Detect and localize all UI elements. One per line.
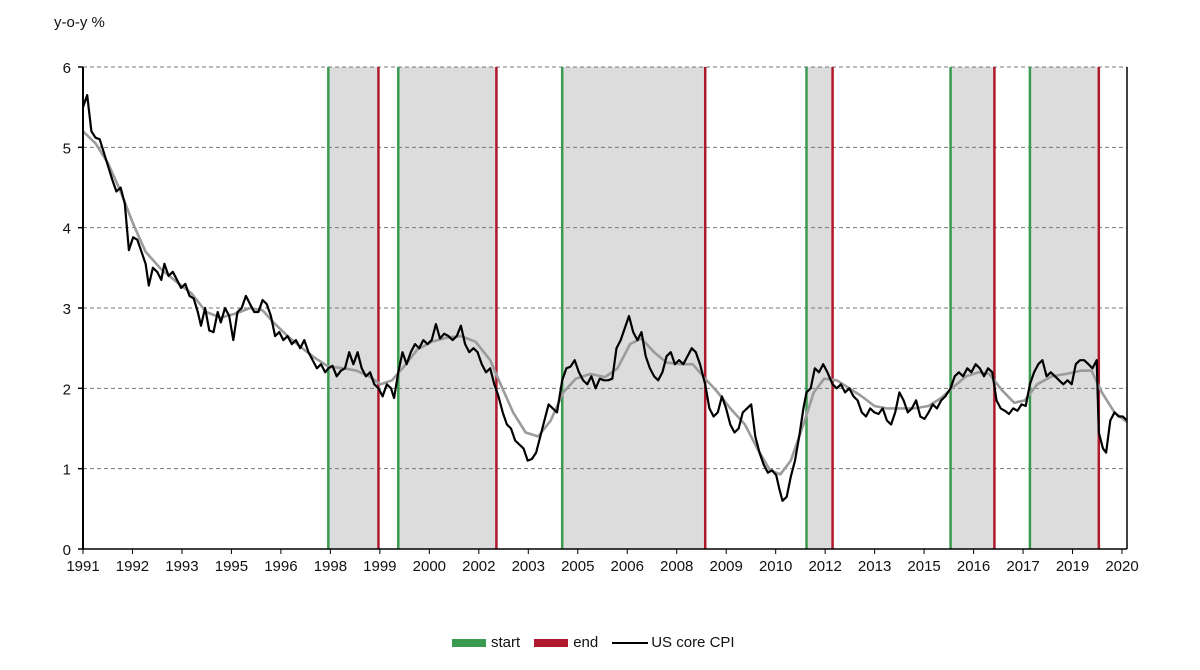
- start-end-markers: [327, 67, 1101, 549]
- data-series: [81, 94, 1128, 502]
- x-tick-label: 2009: [710, 558, 743, 575]
- x-tick-label: 2012: [808, 558, 841, 575]
- y-tick-label: 3: [63, 301, 71, 318]
- legend-item-end: end: [534, 634, 598, 651]
- y-tick-label: 1: [63, 462, 71, 479]
- legend-label-end: end: [573, 634, 599, 651]
- x-tick-label: 2006: [611, 558, 644, 575]
- y-tick-label: 4: [63, 221, 71, 238]
- y-tick-label: 6: [63, 60, 71, 77]
- y-tick-label: 5: [63, 140, 71, 157]
- x-tick-label: 1999: [363, 558, 396, 575]
- x-tick-label: 2008: [660, 558, 693, 575]
- green-swatch-icon: [452, 638, 486, 647]
- series-trend: [82, 130, 1128, 476]
- legend: start end US core CPI: [452, 634, 749, 651]
- x-tick-label: 1991: [66, 558, 99, 575]
- legend-item-cpi: US core CPI: [612, 634, 735, 651]
- red-swatch-icon: [534, 638, 569, 647]
- y-axis-unit-label: y-o-y %: [54, 14, 105, 31]
- x-tick-label: 2013: [858, 558, 891, 575]
- x-tick-label: 2002: [462, 558, 495, 575]
- series-us-core-cpi: [81, 94, 1128, 502]
- x-tick-label: 2010: [759, 558, 792, 575]
- x-tick-label: 1993: [165, 558, 198, 575]
- legend-label-start: start: [491, 634, 521, 651]
- x-tick-label: 2017: [1006, 558, 1039, 575]
- x-tick-label: 2016: [957, 558, 990, 575]
- axes: 0 1 2 3 4 5 6 1991 1992 1993 1995 1996 1998 1999 2000 2…: [63, 60, 1139, 575]
- x-tick-label: 1996: [264, 558, 297, 575]
- x-tick-label: 2003: [512, 558, 545, 575]
- legend-label-cpi: US core CPI: [651, 634, 735, 651]
- y-tick-label: 0: [63, 542, 71, 559]
- x-tick-label: 1992: [116, 558, 149, 575]
- x-tick-label: 2005: [561, 558, 594, 575]
- x-tick-label: 2020: [1105, 558, 1138, 575]
- x-tick-label: 1998: [314, 558, 347, 575]
- x-tick-label: 2015: [907, 558, 940, 575]
- x-tick-label: 2000: [413, 558, 446, 575]
- legend-item-start: start: [452, 634, 520, 651]
- x-tick-label: 2019: [1056, 558, 1089, 575]
- y-tick-label: 2: [63, 381, 71, 398]
- x-tick-label: 1995: [215, 558, 248, 575]
- black-line-icon: [612, 641, 649, 644]
